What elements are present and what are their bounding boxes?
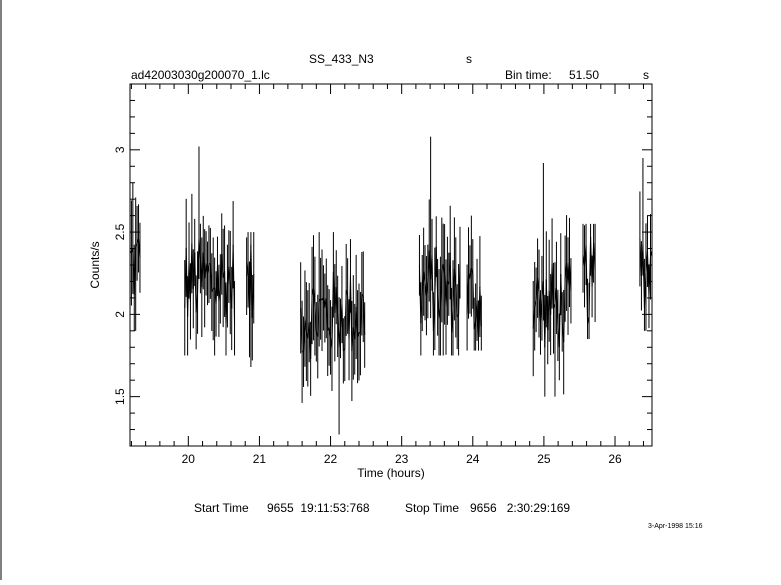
date-stamp: 3-Apr-1998 15:16 — [648, 523, 703, 530]
bin-time-unit: s — [643, 68, 649, 82]
stop-time-value: 9656 2:30:29:169 — [470, 501, 570, 515]
x-tick-label: 23 — [395, 452, 409, 466]
data-point-step — [589, 237, 591, 316]
y-axis-label: Counts/s — [88, 241, 102, 288]
data-point-step — [436, 247, 437, 298]
data-point-step — [195, 253, 196, 313]
x-tick-label: 26 — [608, 452, 622, 466]
start-time-value: 9655 19:11:53:768 — [267, 501, 370, 515]
data-point-step — [473, 274, 474, 329]
data-point-step — [450, 253, 451, 333]
data-point-step — [350, 276, 351, 351]
data-point-step — [332, 272, 333, 349]
plot-frame — [130, 84, 652, 446]
y-tick-label: 2.5 — [113, 223, 127, 240]
data-point-step — [198, 239, 199, 293]
y-tick-label: 3 — [113, 146, 127, 153]
x-tick-label: 20 — [182, 452, 196, 466]
data-point-step — [233, 245, 234, 326]
data-error-bars — [130, 137, 652, 435]
x-tick-label: 22 — [324, 452, 338, 466]
data-point-step — [419, 265, 420, 323]
file-label: ad42003030g200070_1.lc — [131, 68, 270, 82]
start-time-label: Start Time — [194, 501, 249, 515]
bin-time-label: Bin time: — [505, 68, 552, 82]
x-tick-label: 21 — [253, 452, 267, 466]
data-point-step — [342, 305, 343, 351]
x-axis-label: Time (hours) — [357, 466, 425, 480]
data-point-step — [432, 255, 433, 331]
stop-time-label: Stop Time — [405, 501, 459, 515]
bin-time-value: 51.50 — [569, 68, 599, 82]
chart-title: SS_433_N3 — [309, 52, 374, 66]
data-point-step — [345, 290, 346, 349]
x-tick-label: 24 — [466, 452, 480, 466]
data-point-step — [188, 261, 189, 317]
axis-ticks — [130, 84, 652, 446]
x-tick-labels: 20 21 22 23 24 25 26 — [182, 452, 622, 466]
chart-title-unit: s — [466, 52, 472, 66]
x-tick-label: 25 — [537, 452, 551, 466]
y-tick-label: 1.5 — [113, 388, 127, 405]
data-point-step — [311, 296, 312, 359]
y-tick-label: 2 — [113, 311, 127, 318]
y-tick-labels: 1.5 2 2.5 3 — [113, 146, 127, 405]
